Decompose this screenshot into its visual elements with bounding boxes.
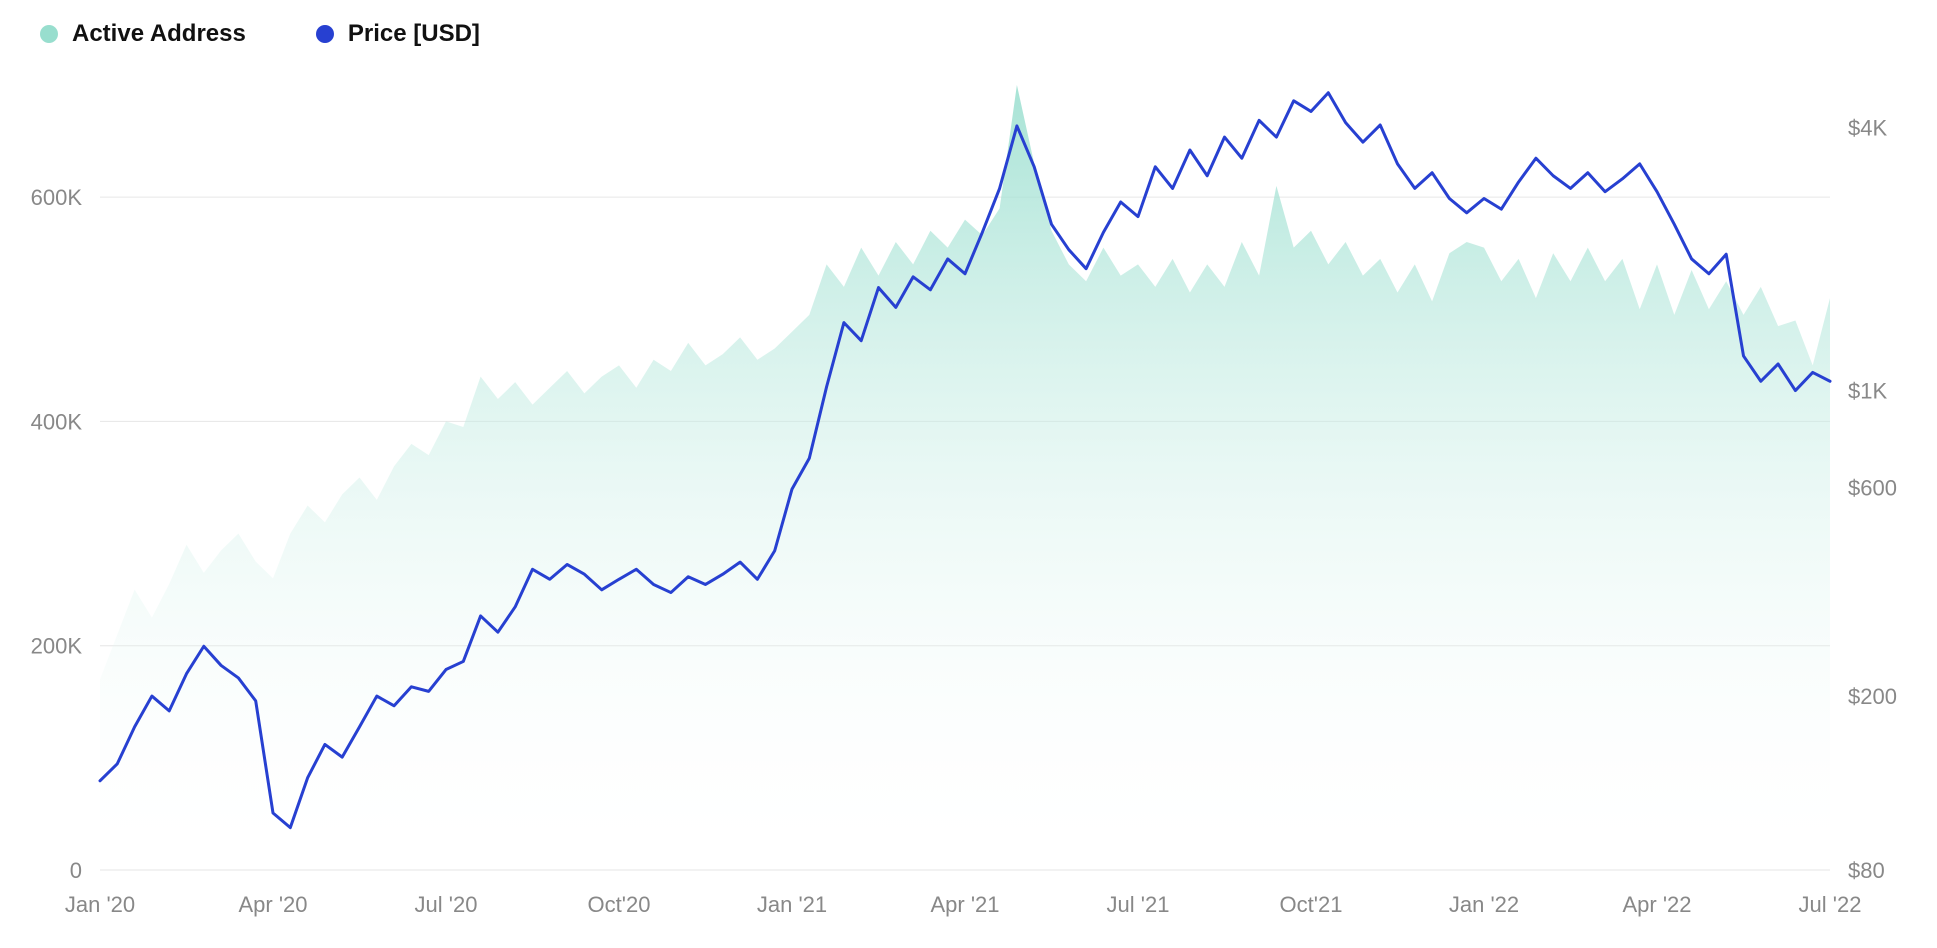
svg-text:Jan '21: Jan '21	[757, 892, 827, 917]
svg-text:$600: $600	[1848, 476, 1897, 501]
svg-text:400K: 400K	[31, 409, 83, 434]
svg-text:600K: 600K	[31, 185, 83, 210]
svg-text:Oct'20: Oct'20	[588, 892, 651, 917]
chart-svg: 0 200K 400K 600K $80 $200 $600 $1K $4K Jan '20 Apr…	[0, 0, 1937, 948]
svg-text:200K: 200K	[31, 634, 83, 659]
svg-text:Jan '20: Jan '20	[65, 892, 135, 917]
svg-text:Jul '22: Jul '22	[1799, 892, 1862, 917]
chart-container: Active Address Price [USD] 0200K400K600K…	[0, 0, 1937, 948]
svg-text:$200: $200	[1848, 684, 1897, 709]
svg-text:$4K: $4K	[1848, 115, 1887, 140]
svg-text:$1K: $1K	[1848, 379, 1887, 404]
svg-text:Apr '22: Apr '22	[1622, 892, 1691, 917]
svg-text:Apr '21: Apr '21	[930, 892, 999, 917]
svg-text:Apr '20: Apr '20	[238, 892, 307, 917]
svg-text:0: 0	[70, 858, 82, 883]
svg-text:Oct'21: Oct'21	[1280, 892, 1343, 917]
area-series-active-address	[100, 85, 1830, 870]
svg-text:Jul '21: Jul '21	[1107, 892, 1170, 917]
svg-text:$80: $80	[1848, 858, 1885, 883]
svg-text:Jul '20: Jul '20	[415, 892, 478, 917]
svg-text:Jan '22: Jan '22	[1449, 892, 1519, 917]
